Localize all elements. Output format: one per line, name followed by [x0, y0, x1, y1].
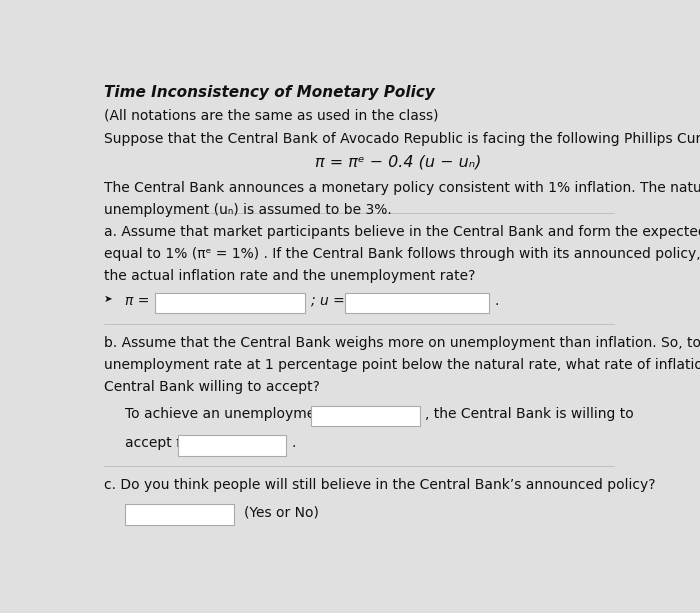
Text: equal to 1% (πᵉ = 1%) . If the Central Bank follows through with its announced p: equal to 1% (πᵉ = 1%) . If the Central B…	[104, 247, 700, 261]
Text: Central Bank willing to accept?: Central Bank willing to accept?	[104, 379, 320, 394]
Text: ; u =: ; u =	[311, 294, 345, 308]
Text: To achieve an unemployment rate at u =: To achieve an unemployment rate at u =	[125, 406, 410, 421]
FancyBboxPatch shape	[345, 293, 489, 313]
Text: , the Central Bank is willing to: , the Central Bank is willing to	[425, 406, 634, 421]
Text: (All notations are the same as used in the class): (All notations are the same as used in t…	[104, 108, 438, 122]
FancyBboxPatch shape	[155, 293, 304, 313]
Text: .: .	[291, 436, 296, 450]
Text: (Yes or No): (Yes or No)	[244, 505, 318, 519]
Text: The Central Bank announces a monetary policy consistent with 1% inflation. The n: The Central Bank announces a monetary po…	[104, 181, 700, 195]
Text: unemployment (uₙ) is assumed to be 3%.: unemployment (uₙ) is assumed to be 3%.	[104, 203, 391, 216]
Text: .: .	[494, 294, 498, 308]
FancyBboxPatch shape	[178, 435, 286, 455]
Text: a. Assume that market participants believe in the Central Bank and form the expe: a. Assume that market participants belie…	[104, 226, 700, 240]
FancyBboxPatch shape	[312, 406, 420, 426]
Text: π =: π =	[125, 294, 150, 308]
Text: Suppose that the Central Bank of Avocado Republic is facing the following Philli: Suppose that the Central Bank of Avocado…	[104, 132, 700, 146]
FancyBboxPatch shape	[125, 504, 234, 525]
Text: c. Do you think people will still believe in the Central Bank’s announced policy: c. Do you think people will still believ…	[104, 478, 655, 492]
Text: b. Assume that the Central Bank weighs more on unemployment than inflation. So, : b. Assume that the Central Bank weighs m…	[104, 336, 700, 350]
Text: ➤: ➤	[104, 294, 113, 303]
Text: accept π =: accept π =	[125, 436, 201, 450]
Text: Time Inconsistency of Monetary Policy: Time Inconsistency of Monetary Policy	[104, 85, 435, 101]
Text: the actual inflation rate and the unemployment rate?: the actual inflation rate and the unempl…	[104, 269, 475, 283]
Text: unemployment rate at 1 percentage point below the natural rate, what rate of inf: unemployment rate at 1 percentage point …	[104, 358, 700, 372]
Text: π = πᵉ − 0.4 (u − uₙ): π = πᵉ − 0.4 (u − uₙ)	[315, 155, 482, 170]
